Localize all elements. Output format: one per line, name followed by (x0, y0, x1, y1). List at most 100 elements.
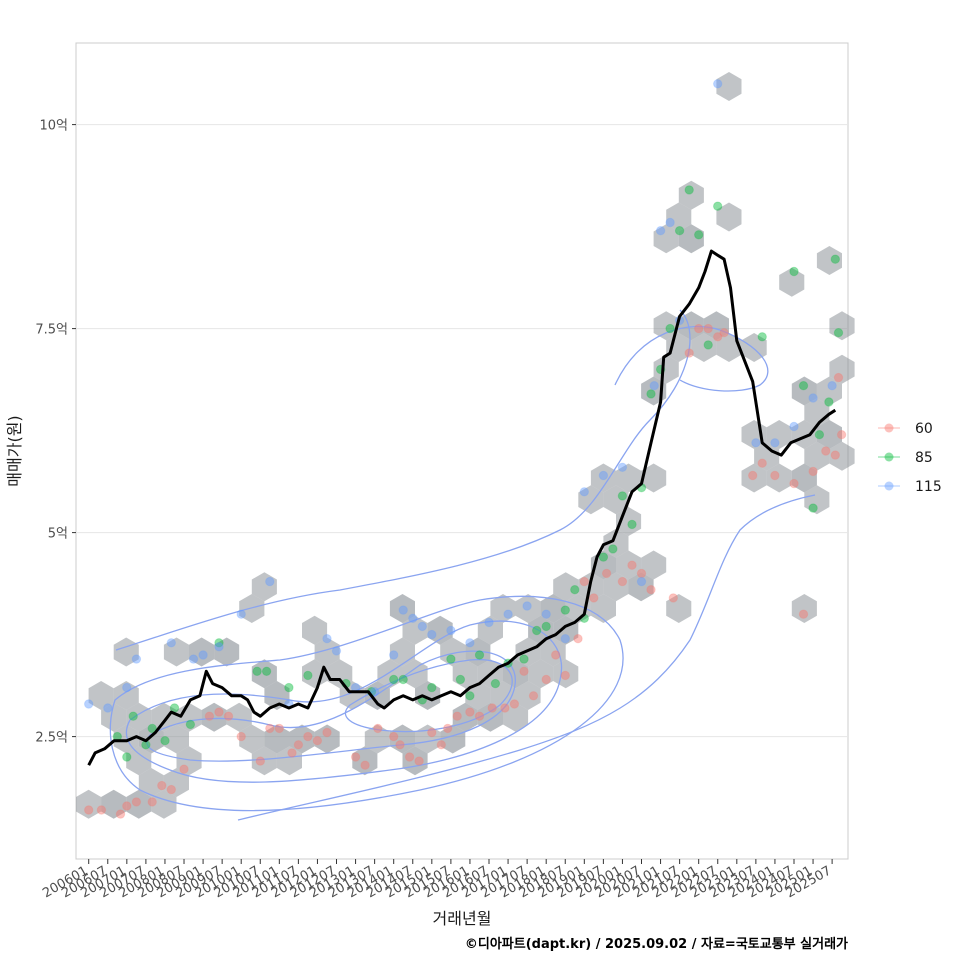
point-60 (500, 703, 510, 713)
point-115 (398, 605, 408, 615)
hexbin-cell (389, 594, 415, 623)
point-60 (287, 748, 297, 758)
hexbin-cell (829, 441, 855, 471)
hexbin-cell (628, 572, 654, 602)
hexbin-cell (816, 420, 842, 449)
legend-label: 115 (915, 479, 942, 495)
y-tick-label: 5억 (48, 527, 68, 542)
hexbin-cell (276, 746, 302, 776)
hexbin-cell (666, 202, 692, 232)
hexbin-cell (251, 746, 277, 776)
density-contour (146, 650, 516, 762)
hexbin-cell (314, 724, 340, 754)
point-85 (789, 266, 799, 277)
point-115 (103, 703, 113, 713)
caption: ©디아파트(dapt.kr) / 2025.09.02 / 자료=국토교통부 실… (465, 936, 848, 952)
point-115 (579, 487, 589, 497)
hexbin-cell (829, 311, 855, 341)
point-115 (770, 438, 780, 448)
hexbin-cell (126, 746, 152, 776)
hexbin-cell (163, 768, 189, 797)
hexbin-cell (716, 72, 742, 101)
hexbin-cell (239, 724, 265, 754)
point-85 (465, 691, 475, 701)
hexbin-cell (590, 594, 616, 623)
point-60 (427, 727, 437, 738)
point-60 (131, 797, 142, 807)
point-60 (465, 707, 475, 717)
trend-line (87, 249, 837, 766)
point-60 (223, 711, 234, 721)
point-85 (389, 674, 399, 685)
point-115 (655, 226, 666, 236)
hexbin-cell (352, 746, 378, 776)
y-tick-label: 7.5억 (35, 323, 68, 338)
hexbin-cell (540, 594, 566, 623)
point-115 (166, 638, 177, 648)
point-60 (452, 711, 462, 721)
point-60 (265, 723, 275, 734)
hexbin-cell (678, 224, 704, 254)
point-60 (617, 576, 628, 587)
point-60 (541, 674, 551, 685)
hexbin-cell (716, 202, 742, 232)
point-115 (713, 79, 723, 89)
point-60 (636, 568, 647, 579)
point-85 (185, 719, 196, 730)
point-85 (474, 650, 485, 660)
point-115 (131, 654, 142, 664)
hexbin-cell (264, 724, 290, 754)
hexbin-cell (791, 420, 817, 449)
hexbin-cell (616, 550, 642, 580)
point-85 (455, 674, 466, 685)
point-115 (522, 601, 532, 611)
hexbin-cell (553, 572, 579, 602)
hexbin-cell (314, 637, 340, 667)
point-60 (789, 478, 799, 489)
x-axis: 2006012006072007012007072008012008072009… (40, 859, 834, 901)
point-60 (312, 736, 323, 746)
point-85 (252, 666, 262, 676)
point-85 (303, 670, 313, 681)
point-60 (274, 723, 284, 734)
point-85 (560, 605, 570, 615)
hexbin-cell (101, 789, 127, 819)
hexbin-cell (138, 768, 164, 797)
point-60 (833, 372, 844, 383)
point-60 (713, 332, 723, 342)
point-115 (389, 650, 399, 660)
point-115 (665, 217, 675, 228)
hexbin-cell (678, 180, 704, 210)
hexbin-cell (515, 681, 541, 710)
hexbin-cell (251, 659, 277, 689)
point-85 (284, 682, 294, 693)
legend-key-point (884, 423, 894, 433)
hexbin-cell (703, 311, 729, 341)
point-60 (573, 634, 583, 644)
point-60 (509, 699, 520, 709)
hexbin-cell (226, 702, 252, 732)
point-85 (122, 752, 132, 762)
y-tick-label: 2.5억 (35, 731, 68, 746)
hexbin-cell (427, 615, 453, 645)
point-115 (322, 634, 332, 644)
point-60 (350, 752, 361, 762)
point-85 (646, 389, 656, 399)
point-85 (532, 625, 542, 636)
point-60 (519, 666, 529, 676)
hexbin-cell (163, 724, 189, 754)
point-60 (694, 323, 704, 334)
point-60 (487, 703, 497, 713)
hexbin-cell (816, 246, 842, 275)
point-60 (96, 805, 107, 815)
hexbin-cell (490, 594, 516, 623)
point-115 (408, 613, 418, 623)
point-60 (830, 450, 840, 460)
point-60 (798, 609, 809, 619)
point-115 (789, 421, 799, 432)
point-85 (519, 654, 529, 664)
density-contour (344, 658, 513, 733)
hexbin-cell (113, 724, 139, 754)
point-60 (255, 756, 265, 766)
point-60 (601, 568, 612, 579)
